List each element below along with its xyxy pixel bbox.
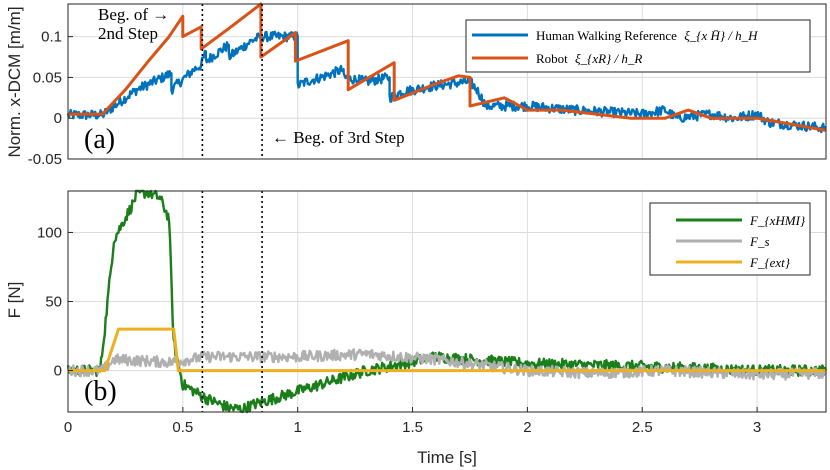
legend-fxhmi-label: F_{xHMI}: [749, 213, 806, 228]
panel-a-legend: Human Walking Reference ξ_{x H̄} / h_H R…: [465, 19, 811, 73]
legend-human-name: Human Walking Reference: [536, 28, 677, 43]
annotation-2nd-step-line1: Beg. of →: [98, 5, 169, 24]
x-tick-label: 3: [753, 419, 761, 436]
panel-b-legend: F_{xHMI} F_s F_{ext}: [649, 202, 811, 276]
panel-a-series: [66, 2, 827, 134]
panel-a: -0.05 0 0.05 0.1 Norm. x-DCM [m/m] (a) Beg.…: [5, 2, 827, 168]
y-tick-label: 50: [45, 294, 62, 311]
legend-fext-label: F_{ext}: [749, 255, 791, 270]
x-tick-label: 2.5: [632, 419, 653, 436]
y-tick-label: 100: [37, 224, 62, 241]
panel-b-label: (b): [84, 376, 117, 407]
annotation-2nd-step-line2: 2nd Step: [98, 24, 158, 43]
panel-b-step-markers: [201, 191, 263, 412]
y-tick-label: -0.05: [28, 151, 62, 168]
legend-robot-label: Robot ξ_{xR} / h_R: [536, 51, 642, 66]
x-tick-label: 0: [64, 419, 72, 436]
panel-b-x-ticks: 0 0.5 1 1.5 2 2.5 3: [64, 407, 761, 436]
panel-a-legend-box: [465, 19, 811, 73]
legend-robot-math: ξ_{xR} / h_R: [575, 51, 642, 66]
series-line-robot: [68, 2, 827, 132]
panel-b-series: [66, 189, 828, 414]
series-line-f-ext: [68, 327, 826, 373]
panel-a-label: (a): [84, 124, 115, 155]
annotation-3rd-step: ← Beg. of 3rd Step: [272, 128, 405, 147]
legend-fs-label: F_s: [749, 234, 770, 249]
x-tick-label: 0.5: [172, 419, 193, 436]
panel-a-y-ticks: -0.05 0 0.05 0.1: [28, 29, 73, 168]
x-tick-label: 1.5: [402, 419, 423, 436]
panel-a-step-markers: [201, 4, 263, 159]
y-tick-label: 0.1: [41, 29, 62, 46]
x-tick-label: 2: [523, 419, 531, 436]
legend-robot-name: Robot: [536, 51, 568, 66]
y-tick-label: 0: [54, 363, 62, 380]
panel-a-ylabel: Norm. x-DCM [m/m]: [5, 6, 24, 157]
panel-a-frame: [67, 3, 827, 160]
x-tick-label: 1: [294, 419, 302, 436]
panel-b-xlabel: Time [s]: [417, 448, 477, 467]
panel-b-y-ticks: 0 50 100: [37, 224, 73, 380]
panel-b-ylabel: F [N]: [5, 282, 24, 319]
legend-human-math: ξ_{x H̄} / h_H: [684, 28, 758, 43]
legend-human-label: Human Walking Reference ξ_{x H̄} / h_H: [536, 28, 758, 43]
y-tick-label: 0: [54, 110, 62, 127]
series-line-f-s: [67, 348, 827, 381]
y-tick-label: 0.05: [33, 69, 62, 86]
